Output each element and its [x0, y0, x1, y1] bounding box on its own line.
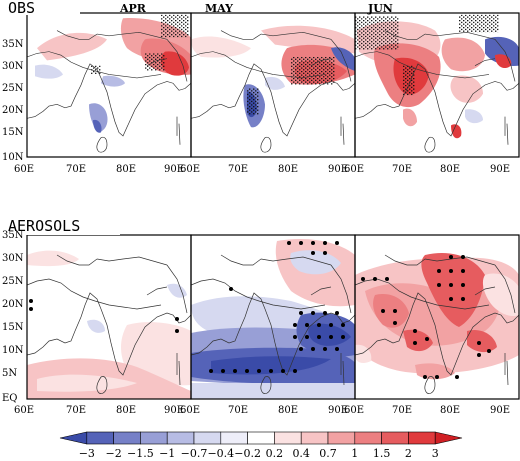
lon-tick-label: 80E — [278, 164, 298, 175]
lat-tick-label: 30N — [2, 253, 24, 264]
colorbar-swatch — [193, 431, 222, 445]
month-label-apr: APR — [119, 2, 147, 15]
lon-tick-label: 70E — [228, 164, 248, 175]
lon-tick-label: 60E — [14, 164, 34, 175]
aerosols-title: AEROSOLS — [8, 217, 80, 235]
lat-tick-label: 35N — [2, 39, 24, 50]
lat-tick-label: 25N — [2, 276, 24, 287]
lon-tick-label: 70E — [392, 164, 412, 175]
lon-tick-label: 90E — [490, 405, 510, 416]
colorbar-label: −1.5 — [127, 447, 154, 460]
lon-tick-label: 80E — [278, 405, 298, 416]
lat-tick-label: 15N — [2, 322, 24, 333]
colorbar-swatch — [408, 431, 436, 445]
obs-lon-axis: 60E 70E 80E 90E 60E 70E 80E 90E 60E 70E … — [14, 164, 510, 175]
obs-jun-panel — [355, 14, 519, 153]
aerosols-lat-axis: 35N 30N 25N 20N 15N 10N 5N EQ — [2, 230, 24, 404]
colorbar-label: −0.2 — [234, 447, 261, 460]
colorbar-label: −2 — [105, 447, 121, 460]
colorbar-swatch — [327, 431, 356, 445]
lat-tick-label: 10N — [2, 345, 24, 356]
colorbar-label: 1 — [351, 447, 358, 460]
lon-tick-label: 90E — [164, 405, 184, 416]
lon-tick-label: 60E — [344, 405, 364, 416]
lon-tick-label: 80E — [440, 164, 460, 175]
lon-tick-label: 90E — [328, 164, 348, 175]
lon-tick-label: 80E — [116, 405, 136, 416]
lat-tick-label: EQ — [2, 393, 18, 404]
lon-tick-label: 70E — [228, 405, 248, 416]
lon-tick-label: 60E — [180, 405, 200, 416]
lat-tick-label: 20N — [2, 105, 24, 116]
colorbar-label: −0.7 — [181, 447, 208, 460]
aerosols-may-panel — [191, 238, 355, 399]
lat-tick-label: 35N — [2, 230, 24, 241]
colorbar-label: 0.7 — [319, 447, 337, 460]
colorbar-swatch — [300, 431, 329, 445]
lon-tick-label: 70E — [392, 405, 412, 416]
colorbar-label: 1.5 — [373, 447, 391, 460]
obs-apr-panel — [27, 14, 191, 153]
colorbar-swatch — [140, 431, 168, 445]
lat-tick-label: 10N — [2, 152, 24, 163]
colorbar-label: 3 — [432, 447, 439, 460]
obs-may-panel — [191, 25, 355, 153]
colorbar-swatch — [354, 431, 382, 445]
colorbar-swatch — [381, 431, 409, 445]
colorbar-swatch — [434, 431, 463, 445]
lon-tick-label: 60E — [14, 405, 34, 416]
aerosols-row — [26, 234, 520, 400]
lon-tick-label: 80E — [440, 405, 460, 416]
obs-lat-axis: 35N 30N 25N 20N 15N 10N — [2, 39, 24, 163]
lon-tick-label: 60E — [180, 164, 200, 175]
colorbar-label: −3 — [79, 447, 95, 460]
month-label-may: MAY — [205, 2, 233, 15]
aerosols-jun-panel — [355, 253, 519, 394]
lon-tick-label: 70E — [66, 164, 86, 175]
lon-tick-label: 90E — [164, 164, 184, 175]
obs-title: OBS — [8, 0, 35, 17]
colorbar-swatch — [247, 431, 275, 445]
obs-row — [26, 12, 520, 158]
colorbar-label: 0.2 — [266, 447, 284, 460]
lon-tick-label: 80E — [116, 164, 136, 175]
lat-tick-label: 25N — [2, 83, 24, 94]
colorbar-swatch — [59, 431, 88, 445]
colorbar-swatch — [220, 431, 248, 445]
month-label-jun: JUN — [367, 2, 393, 15]
colorbar-label: 0.4 — [292, 447, 310, 460]
lon-tick-label: 60E — [344, 164, 364, 175]
colorbar-swatch — [274, 431, 302, 445]
lon-tick-label: 90E — [490, 164, 510, 175]
colorbar-label: −0.4 — [207, 447, 234, 460]
aerosols-lon-axis: 60E 70E 80E 90E 60E 70E 80E 90E 60E 70E … — [14, 405, 510, 416]
colorbar-swatch — [166, 431, 195, 445]
colorbar-swatch — [113, 431, 141, 445]
lat-tick-label: 15N — [2, 127, 24, 138]
lat-tick-label: 20N — [2, 299, 24, 310]
lat-tick-label: 30N — [2, 61, 24, 72]
colorbar-label: 2 — [405, 447, 412, 460]
colorbar-swatch — [86, 431, 114, 445]
colorbar: −3 −2 −1.5 −1 −0.7 −0.4 −0.2 0.2 0.4 0.7 1 1.5 2 3 — [59, 431, 463, 460]
aerosols-apr-panel — [27, 250, 191, 399]
lat-tick-label: 5N — [2, 368, 17, 379]
lon-tick-label: 90E — [328, 405, 348, 416]
lon-tick-label: 70E — [66, 405, 86, 416]
colorbar-label: −1 — [159, 447, 175, 460]
